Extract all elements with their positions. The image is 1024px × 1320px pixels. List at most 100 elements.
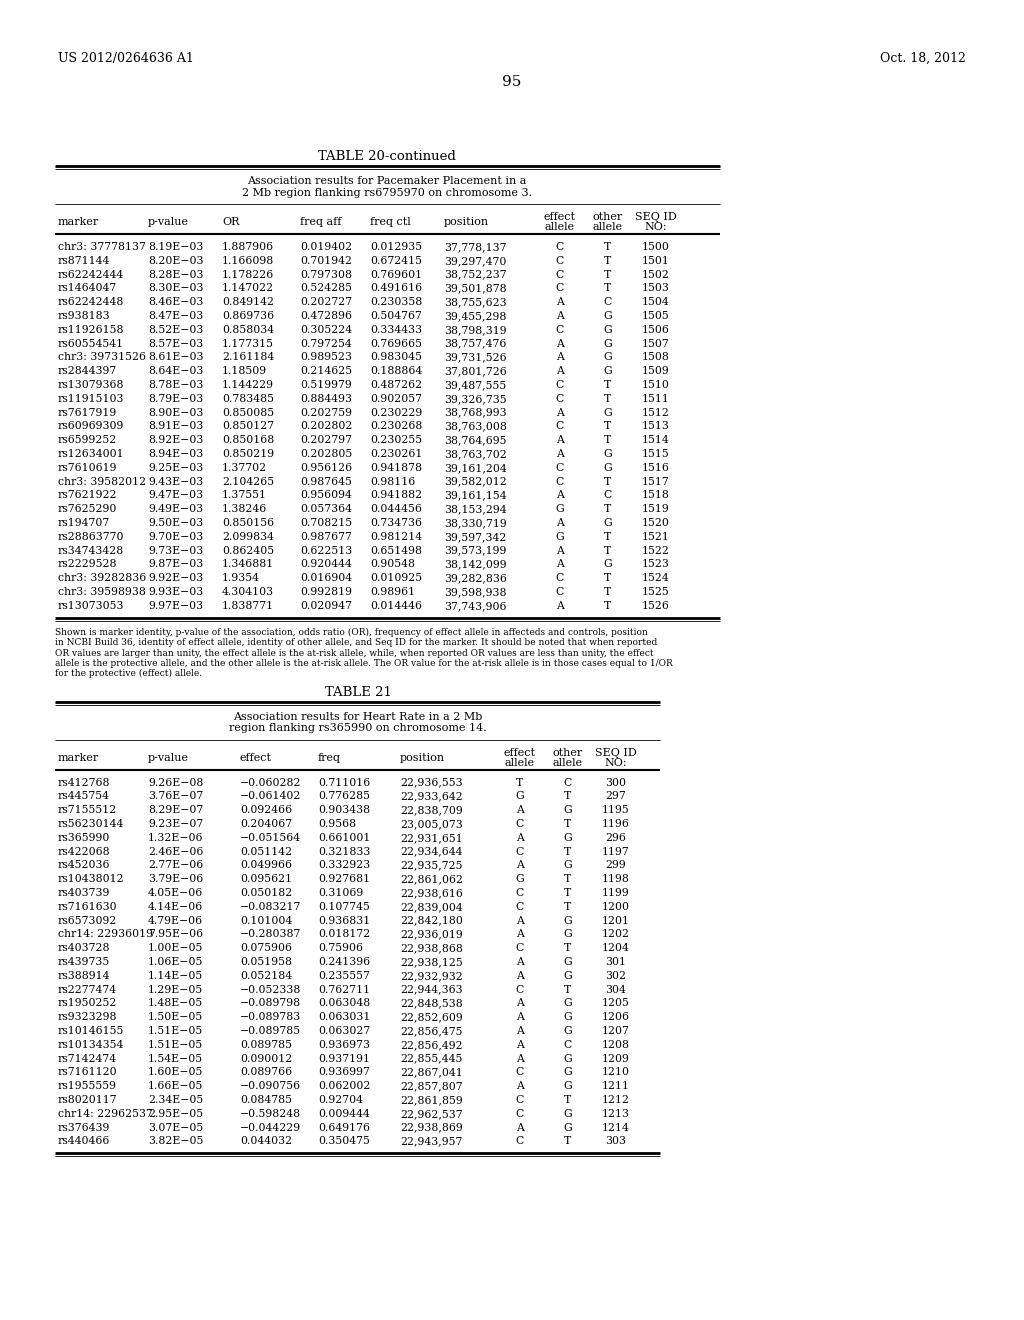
Text: 0.98116: 0.98116 <box>370 477 416 487</box>
Text: 38,330,719: 38,330,719 <box>444 517 507 528</box>
Text: 39,597,342: 39,597,342 <box>444 532 507 541</box>
Text: 0.057364: 0.057364 <box>300 504 352 515</box>
Text: 2.161184: 2.161184 <box>222 352 274 363</box>
Text: other: other <box>553 747 583 758</box>
Text: 0.989523: 0.989523 <box>300 352 352 363</box>
Text: 22,855,445: 22,855,445 <box>400 1053 463 1064</box>
Text: 2.46E−06: 2.46E−06 <box>148 846 204 857</box>
Text: 22,852,609: 22,852,609 <box>400 1012 463 1022</box>
Text: T: T <box>564 902 571 912</box>
Text: 39,582,012: 39,582,012 <box>444 477 507 487</box>
Text: rs2229528: rs2229528 <box>58 560 118 569</box>
Text: 22,839,004: 22,839,004 <box>400 902 463 912</box>
Text: 8.91E−03: 8.91E−03 <box>148 421 204 432</box>
Text: T: T <box>604 587 611 597</box>
Text: 1516: 1516 <box>642 463 670 473</box>
Text: 0.332923: 0.332923 <box>318 861 371 870</box>
Text: A: A <box>516 833 524 842</box>
Text: rs28863770: rs28863770 <box>58 532 125 541</box>
Text: −0.044229: −0.044229 <box>240 1122 301 1133</box>
Text: C: C <box>516 902 524 912</box>
Text: C: C <box>516 1096 524 1105</box>
Text: A: A <box>516 998 524 1008</box>
Text: 0.769601: 0.769601 <box>370 269 422 280</box>
Text: 9.97E−03: 9.97E−03 <box>148 601 203 611</box>
Text: −0.060282: −0.060282 <box>240 777 301 788</box>
Text: rs60969309: rs60969309 <box>58 421 124 432</box>
Text: G: G <box>563 1068 572 1077</box>
Text: C: C <box>556 477 564 487</box>
Text: 0.927681: 0.927681 <box>318 874 370 884</box>
Text: A: A <box>556 545 564 556</box>
Text: 0.090012: 0.090012 <box>240 1053 292 1064</box>
Text: T: T <box>604 601 611 611</box>
Text: T: T <box>604 532 611 541</box>
Text: C: C <box>556 393 564 404</box>
Text: 1513: 1513 <box>642 421 670 432</box>
Text: 3.07E−05: 3.07E−05 <box>148 1122 203 1133</box>
Text: G: G <box>603 352 612 363</box>
Text: 0.101004: 0.101004 <box>240 916 292 925</box>
Text: C: C <box>516 888 524 898</box>
Text: 0.230358: 0.230358 <box>370 297 422 308</box>
Text: 0.31069: 0.31069 <box>318 888 364 898</box>
Text: rs7625290: rs7625290 <box>58 504 118 515</box>
Text: chr3: 39582012: chr3: 39582012 <box>58 477 146 487</box>
Text: 0.920444: 0.920444 <box>300 560 352 569</box>
Text: 39,161,154: 39,161,154 <box>444 491 507 500</box>
Text: 0.98961: 0.98961 <box>370 587 415 597</box>
Text: 296: 296 <box>605 833 627 842</box>
Text: C: C <box>516 985 524 994</box>
Text: 0.956126: 0.956126 <box>300 463 352 473</box>
Text: position: position <box>400 752 445 763</box>
Text: marker: marker <box>58 216 99 227</box>
Text: 1.66E−05: 1.66E−05 <box>148 1081 204 1092</box>
Text: 1.29E−05: 1.29E−05 <box>148 985 203 994</box>
Text: 0.075906: 0.075906 <box>240 944 292 953</box>
Text: rs938183: rs938183 <box>58 312 111 321</box>
Text: A: A <box>556 352 564 363</box>
Text: −0.061402: −0.061402 <box>240 792 301 801</box>
Text: 8.64E−03: 8.64E−03 <box>148 366 204 376</box>
Text: 7.95E−06: 7.95E−06 <box>148 929 203 940</box>
Text: 23,005,073: 23,005,073 <box>400 818 463 829</box>
Text: 38,142,099: 38,142,099 <box>444 560 507 569</box>
Text: 1208: 1208 <box>602 1040 630 1049</box>
Text: 0.051142: 0.051142 <box>240 846 292 857</box>
Text: C: C <box>516 1109 524 1119</box>
Text: Shown is marker identity, p-value of the association, odds ratio (OR), frequency: Shown is marker identity, p-value of the… <box>55 627 673 678</box>
Text: 8.30E−03: 8.30E−03 <box>148 284 204 293</box>
Text: 1503: 1503 <box>642 284 670 293</box>
Text: 1.51E−05: 1.51E−05 <box>148 1040 203 1049</box>
Text: 0.850219: 0.850219 <box>222 449 274 459</box>
Text: 0.987645: 0.987645 <box>300 477 352 487</box>
Text: G: G <box>563 1026 572 1036</box>
Text: rs9323298: rs9323298 <box>58 1012 118 1022</box>
Text: 0.862405: 0.862405 <box>222 545 274 556</box>
Text: 9.25E−03: 9.25E−03 <box>148 463 203 473</box>
Text: NO:: NO: <box>645 222 668 232</box>
Text: G: G <box>603 366 612 376</box>
Text: 0.350475: 0.350475 <box>318 1137 370 1146</box>
Text: 0.734736: 0.734736 <box>370 517 422 528</box>
Text: 1.887906: 1.887906 <box>222 242 274 252</box>
Text: rs8020117: rs8020117 <box>58 1096 118 1105</box>
Text: 1521: 1521 <box>642 532 670 541</box>
Text: rs445754: rs445754 <box>58 792 110 801</box>
Text: 39,326,735: 39,326,735 <box>444 393 507 404</box>
Text: 0.202727: 0.202727 <box>300 297 352 308</box>
Text: 1.54E−05: 1.54E−05 <box>148 1053 203 1064</box>
Text: A: A <box>516 805 524 816</box>
Text: 300: 300 <box>605 777 627 788</box>
Text: G: G <box>603 312 612 321</box>
Text: 0.241396: 0.241396 <box>318 957 370 968</box>
Text: 0.797308: 0.797308 <box>300 269 352 280</box>
Text: 0.018172: 0.018172 <box>318 929 371 940</box>
Text: 0.052184: 0.052184 <box>240 970 292 981</box>
Text: A: A <box>516 1081 524 1092</box>
Text: 0.230229: 0.230229 <box>370 408 422 417</box>
Text: 3.76E−07: 3.76E−07 <box>148 792 203 801</box>
Text: 39,573,199: 39,573,199 <box>444 545 507 556</box>
Text: G: G <box>603 463 612 473</box>
Text: 1204: 1204 <box>602 944 630 953</box>
